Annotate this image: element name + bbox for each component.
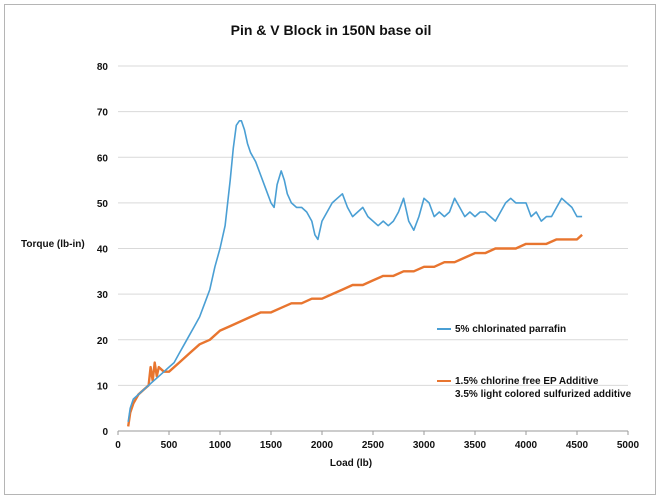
x-tick-label: 2000 <box>311 440 334 451</box>
x-axis-label: Load (lb) <box>329 458 373 469</box>
y-axis-label: Torque (lb-in) <box>21 239 85 250</box>
y-tick-label: 10 <box>97 381 109 392</box>
legend-swatch-series-1 <box>437 328 451 330</box>
x-tick-label: 3000 <box>413 440 436 451</box>
x-tick-label: 4500 <box>566 440 589 451</box>
y-tick-label: 0 <box>102 427 108 438</box>
y-tick-label: 60 <box>97 153 109 164</box>
legend-label-series-1: 5% chlorinated parrafin <box>455 324 567 335</box>
y-tick-label: 40 <box>97 245 109 256</box>
x-tick-label: 3500 <box>464 440 487 451</box>
y-tick-label: 30 <box>97 290 109 301</box>
chart-frame <box>4 4 656 495</box>
x-tick-label: 2500 <box>362 440 385 451</box>
x-tick-label: 500 <box>161 440 178 451</box>
x-tick-label: 1000 <box>209 440 232 451</box>
y-tick-label: 70 <box>97 108 109 119</box>
y-tick-label: 80 <box>97 62 109 73</box>
x-tick-label: 1500 <box>260 440 283 451</box>
x-tick-label: 0 <box>115 440 121 451</box>
series-line-2 <box>127 233 583 427</box>
legend-item-series-2: 1.5% chlorine free EP Additive 3.5% ligh… <box>437 375 635 401</box>
x-tick-label: 5000 <box>617 440 640 451</box>
x-tick-label: 4000 <box>515 440 538 451</box>
y-tick-label: 20 <box>97 336 109 347</box>
legend-item-series-1: 5% chlorinated parrafin <box>437 323 635 336</box>
legend-swatch-series-2 <box>437 380 451 382</box>
chart-title: Pin & V Block in 150N base oil <box>230 22 432 38</box>
y-tick-label: 50 <box>97 199 109 210</box>
legend-label-series-2: 1.5% chlorine free EP Additive 3.5% ligh… <box>455 376 632 400</box>
series-line-1 <box>127 120 583 423</box>
